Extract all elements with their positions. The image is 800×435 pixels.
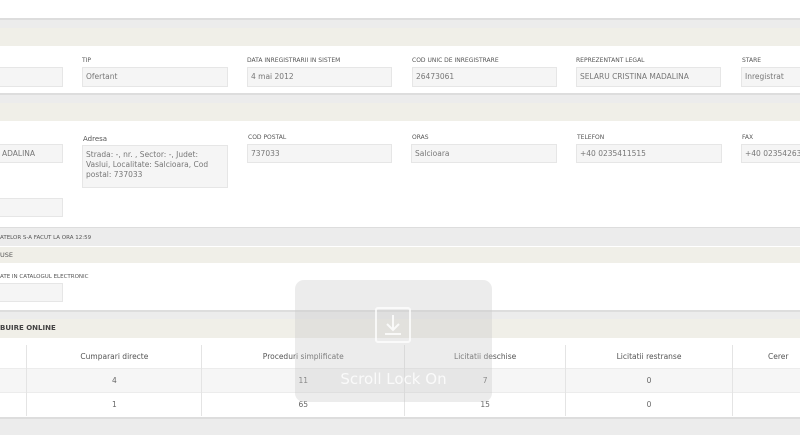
field-cui-label: COD UNIC DE INREGISTRARE — [412, 57, 499, 64]
field-rep-input[interactable]: SELARU CRISTINA MADALINA — [576, 67, 721, 87]
col-header — [0, 345, 28, 369]
field-city-label: ORAS — [412, 134, 429, 141]
col-header: Cumparari directe — [26, 345, 203, 369]
catalog-label: ATE IN CATALOGUL ELECTRONIC — [0, 274, 89, 280]
cell: 7 — [404, 368, 567, 392]
field-address-input[interactable]: Strada: -, nr. , Sector: -, Judet: Vaslu… — [82, 145, 228, 188]
field-fax-label: FAX — [742, 134, 754, 141]
top-separator — [0, 18, 800, 28]
field-tip-label: TIP — [82, 57, 92, 64]
field-cui-input[interactable]: 26473061 — [412, 67, 557, 87]
table-row: 4 11 7 0 — [0, 368, 800, 392]
cell — [0, 368, 28, 392]
section-online-title: BUIRE ONLINE — [0, 324, 56, 332]
cell: 0 — [565, 391, 733, 416]
field-stare-label: STARE — [742, 57, 762, 64]
field-phone-input[interactable]: +40 0235411515 — [576, 144, 722, 163]
online-stats-table: Cumparari directe Proceduri simplificate… — [0, 345, 800, 416]
field-city-input[interactable]: Salcioara — [411, 144, 557, 163]
field-phone-label: TELEFON — [577, 134, 605, 141]
col-header: Licitatii restranse — [565, 345, 733, 369]
section-general-header — [0, 28, 800, 46]
scroll-lock-overlay: Scroll Lock On — [295, 280, 492, 402]
field-extra-input[interactable] — [0, 198, 63, 217]
field-fax-input[interactable]: +40 0235426333 — [741, 144, 800, 163]
col-header: Licitatii deschise — [404, 345, 567, 369]
field-tip-input[interactable]: Ofertant — [82, 67, 228, 87]
col-header: Cerer — [732, 345, 800, 369]
table-row: 1 65 15 0 — [0, 391, 800, 416]
table-header-row: Cumparari directe Proceduri simplificate… — [0, 345, 800, 369]
field-date-input[interactable]: 4 mai 2012 — [247, 67, 392, 87]
cell: 65 — [201, 391, 406, 416]
field-date-label: DATA INREGISTRARII IN SISTEM — [247, 57, 341, 64]
field-stare-input[interactable]: Inregistrat — [741, 67, 800, 87]
cell: 15 — [404, 391, 567, 416]
separator — [0, 93, 800, 103]
cell: 1 — [26, 391, 203, 416]
section-products-header: USE — [0, 247, 800, 263]
col-header: Proceduri simplificate — [201, 345, 406, 369]
field-partial-input[interactable] — [0, 67, 63, 87]
cell — [732, 368, 800, 392]
cell — [732, 391, 800, 416]
field-postal-label: COD POSTAL — [248, 134, 287, 141]
section-products-title: USE — [0, 251, 13, 259]
field-rep-label: REPREZENTANT LEGAL — [576, 57, 645, 64]
cell: 0 — [565, 368, 733, 392]
scroll-lock-download-icon — [375, 307, 411, 343]
cell: 4 — [26, 368, 203, 392]
catalog-input[interactable] — [0, 283, 63, 302]
cell: 11 — [201, 368, 406, 392]
field-name-input[interactable]: ADALINA — [0, 144, 63, 163]
cell — [0, 391, 28, 416]
field-address-label: Adresa — [83, 135, 108, 143]
field-postal-input[interactable]: 737033 — [247, 144, 392, 163]
update-text: ATELOR S-A FACUT LA ORA 12:59 — [0, 235, 92, 241]
scroll-lock-text: Scroll Lock On — [340, 370, 447, 388]
bottom-separator — [0, 417, 800, 435]
update-bar: ATELOR S-A FACUT LA ORA 12:59 — [0, 227, 800, 246]
section-contact-header — [0, 103, 800, 121]
separator — [0, 310, 800, 319]
section-online-header: BUIRE ONLINE — [0, 319, 800, 338]
